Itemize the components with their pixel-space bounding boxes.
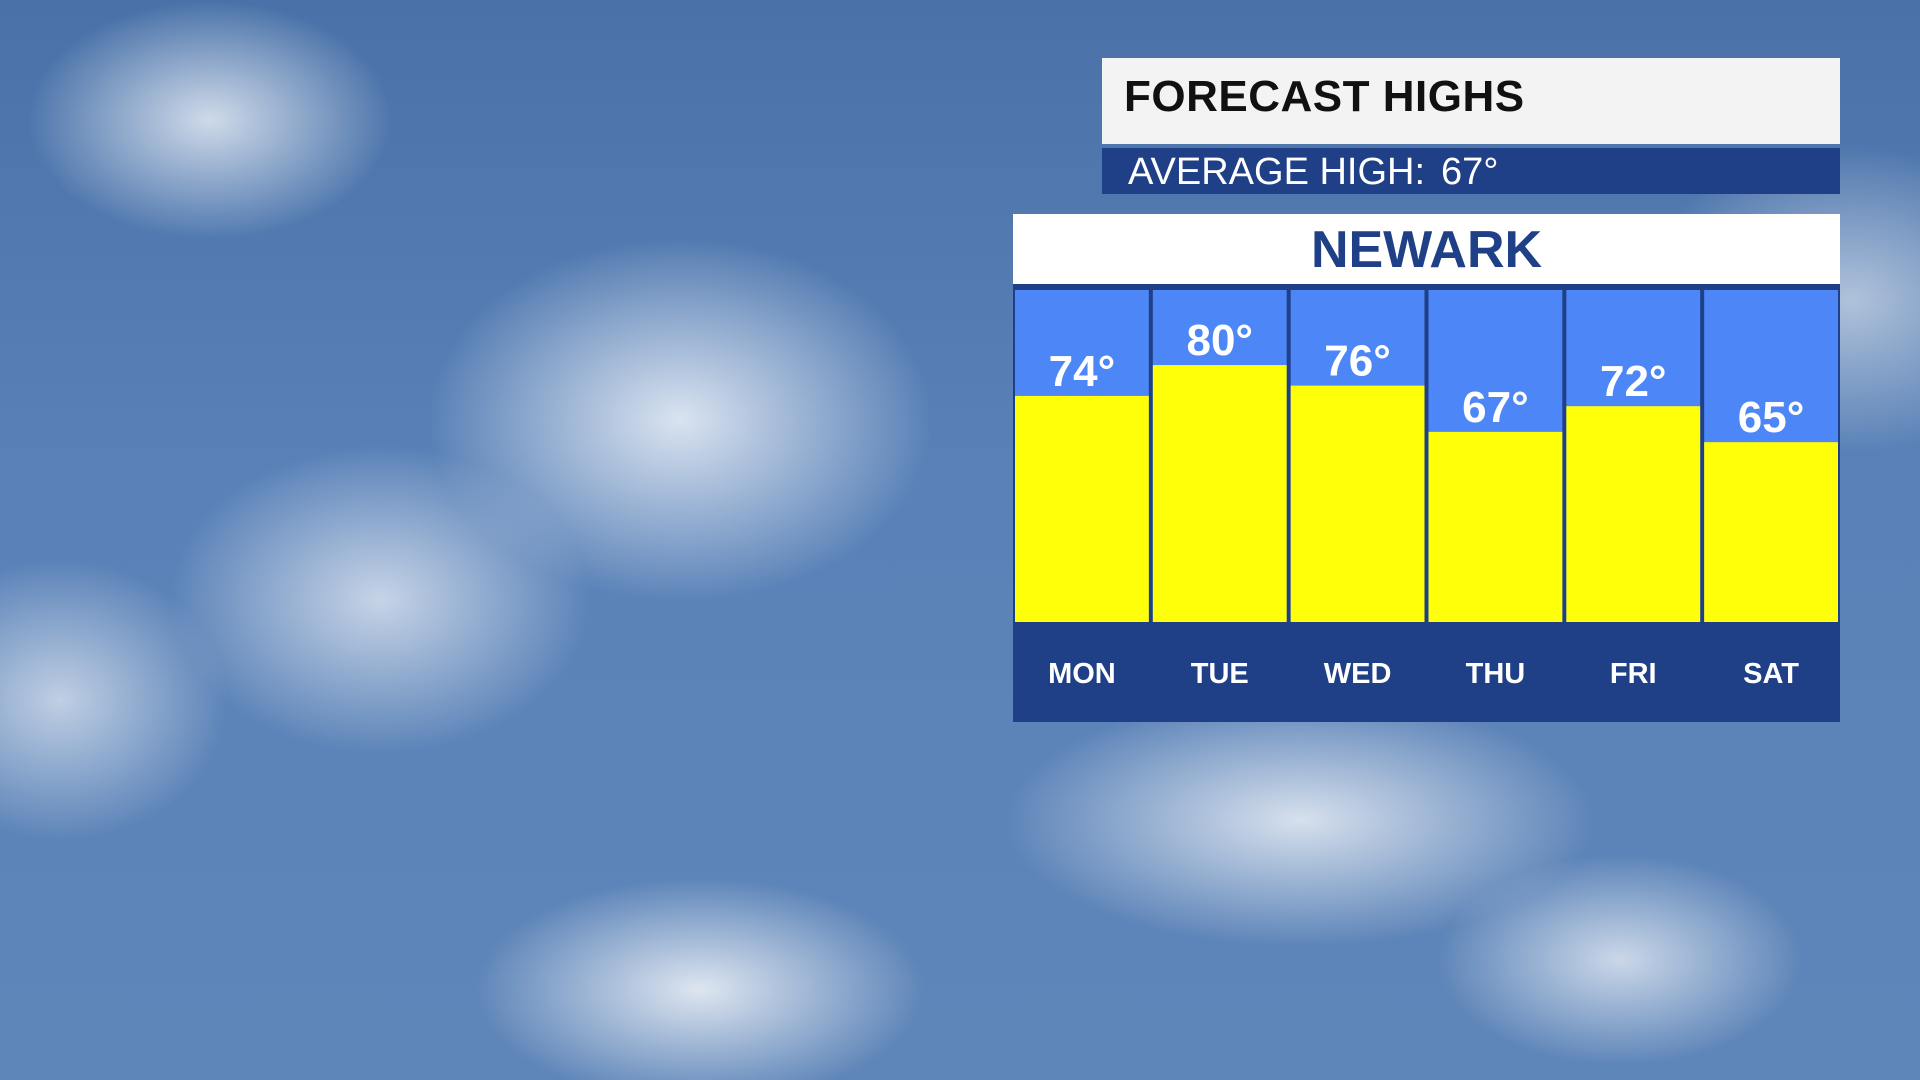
bar-value-label: 65° (1738, 393, 1805, 442)
day-label: THU (1466, 658, 1526, 690)
bar (1290, 385, 1425, 622)
average-high-text: AVERAGE HIGH: 67° (1128, 151, 1499, 194)
bar-value-label: 74° (1049, 347, 1116, 396)
chart-title: FORECAST HIGHS (1124, 72, 1525, 121)
bar-chart: 74° MON 80° TUE 76° WED 67° THU 72° FRI 65° SAT (1013, 288, 1840, 722)
day-label: SAT (1743, 658, 1799, 690)
day-band (1704, 622, 1838, 719)
day-label: MON (1048, 658, 1116, 690)
day-label: WED (1324, 658, 1392, 690)
average-high-label: AVERAGE HIGH: (1128, 151, 1426, 193)
bar-value-label: 72° (1600, 357, 1667, 406)
bar (1566, 406, 1701, 622)
bar (1152, 365, 1287, 622)
chart-frame (1013, 288, 1840, 722)
day-band (1290, 622, 1425, 719)
average-high-value: 67° (1441, 151, 1499, 193)
day-label: TUE (1191, 658, 1249, 690)
bar (1015, 395, 1149, 622)
bar (1428, 431, 1563, 622)
bar-value-label: 80° (1186, 316, 1253, 365)
day-band (1015, 622, 1149, 719)
day-label: FRI (1610, 658, 1657, 690)
location-banner: NEWARK (1013, 214, 1840, 288)
bar-value-label: 76° (1324, 337, 1391, 386)
day-band (1428, 622, 1563, 719)
bar (1704, 442, 1838, 622)
average-high-banner: AVERAGE HIGH: 67° (1102, 148, 1840, 194)
day-band (1566, 622, 1701, 719)
bar-value-label: 67° (1462, 383, 1529, 432)
location-name: NEWARK (1310, 221, 1543, 279)
forecast-chart: NEWARK 74° MON 80° TUE 76° WED 67° THU 72° FRI 65°… (1013, 214, 1840, 722)
title-banner: FORECAST HIGHS (1102, 58, 1840, 144)
day-band (1152, 622, 1287, 719)
